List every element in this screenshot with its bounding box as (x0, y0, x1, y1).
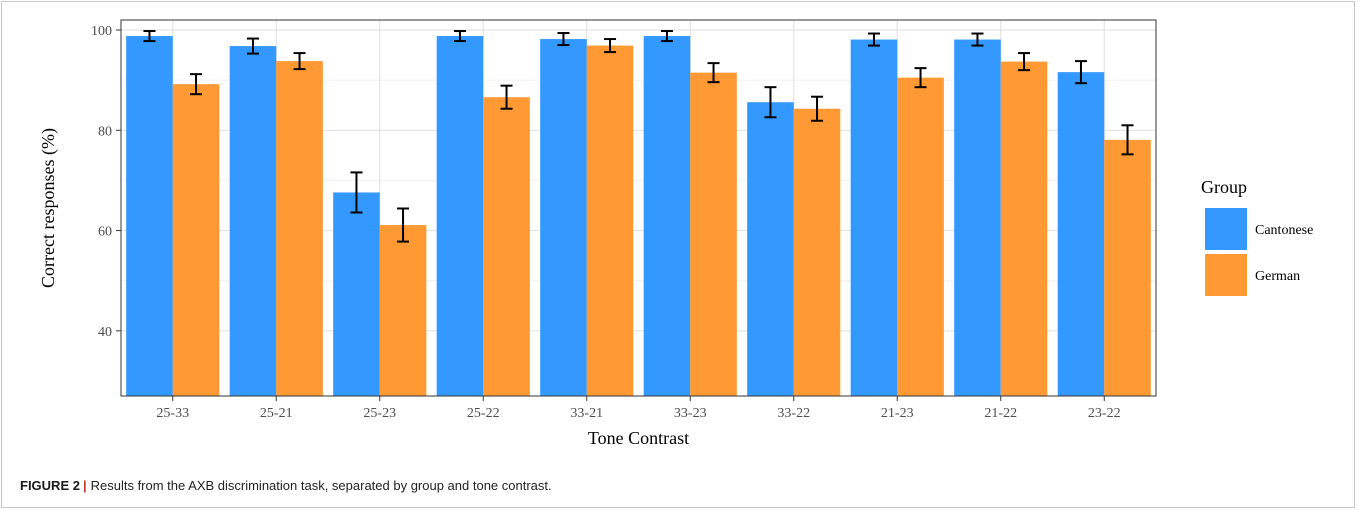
bar-german-25-33 (172, 84, 220, 397)
bar-chart: 40 60 80 100 25-33 25-21 25-23 25-22 33-21 33-23… (38, 19, 1313, 448)
caption-text: Results from the AXB discrimination task… (90, 478, 552, 493)
plot-border (120, 19, 1157, 397)
legend-label-cantonese: Cantonese (1255, 223, 1313, 238)
error-bars (143, 30, 1134, 243)
x-axis-title: Tone Contrast (588, 428, 689, 448)
bar-cantonese-33-23 (643, 36, 691, 397)
y-axis-title: Correct responses (%) (38, 128, 59, 288)
x-tick-label: 25-21 (260, 406, 293, 421)
bar-german-23-22 (1104, 139, 1151, 396)
bar-cantonese-25-22 (436, 36, 484, 397)
x-tick-label: 25-22 (467, 406, 500, 421)
bar-german-25-22 (483, 97, 530, 397)
bar-cantonese-33-21 (540, 39, 587, 397)
bar-german-21-23 (897, 77, 944, 397)
bars (126, 36, 1151, 397)
y-tick-label: 80 (98, 124, 112, 139)
bar-german-33-21 (586, 45, 634, 397)
bar-cantonese-25-21 (229, 46, 277, 396)
y-tick-label: 100 (91, 24, 112, 39)
legend: Group Cantonese German (1201, 177, 1313, 296)
bar-german-25-21 (276, 61, 323, 396)
bar-german-25-23 (379, 225, 427, 396)
caption-separator: | (82, 478, 87, 493)
bar-cantonese-25-33 (126, 36, 173, 397)
y-axis-ticks: 40 60 80 100 (91, 24, 121, 340)
bar-cantonese-21-23 (850, 39, 898, 396)
bar-cantonese-23-22 (1057, 72, 1105, 396)
legend-key-german (1205, 254, 1247, 296)
x-tick-label: 33-23 (674, 406, 707, 421)
figure-caption: FIGURE 2 | Results from the AXB discrimina… (20, 478, 552, 493)
bar-german-21-22 (1000, 61, 1048, 397)
bar-cantonese-25-23 (333, 192, 380, 396)
figure-label: FIGURE 2 (20, 478, 80, 493)
legend-title: Group (1201, 177, 1247, 197)
x-axis-ticks: 25-33 25-21 25-23 25-22 33-21 33-23 33-22 21-23… (156, 396, 1121, 421)
x-tick-label: 33-22 (777, 406, 810, 421)
y-tick-label: 40 (98, 325, 112, 340)
x-tick-label: 25-33 (156, 406, 189, 421)
x-tick-label: 21-23 (881, 406, 914, 421)
x-tick-label: 21-22 (984, 406, 1017, 421)
x-tick-label: 25-23 (363, 406, 396, 421)
y-tick-label: 60 (98, 225, 112, 240)
x-tick-label: 33-21 (570, 406, 603, 421)
legend-label-german: German (1255, 269, 1300, 284)
bar-german-33-22 (793, 108, 841, 397)
bar-cantonese-33-22 (747, 102, 794, 397)
legend-key-cantonese (1205, 208, 1247, 250)
bar-german-33-23 (690, 72, 737, 396)
bar-cantonese-21-22 (954, 39, 1001, 396)
x-tick-label: 23-22 (1088, 406, 1121, 421)
